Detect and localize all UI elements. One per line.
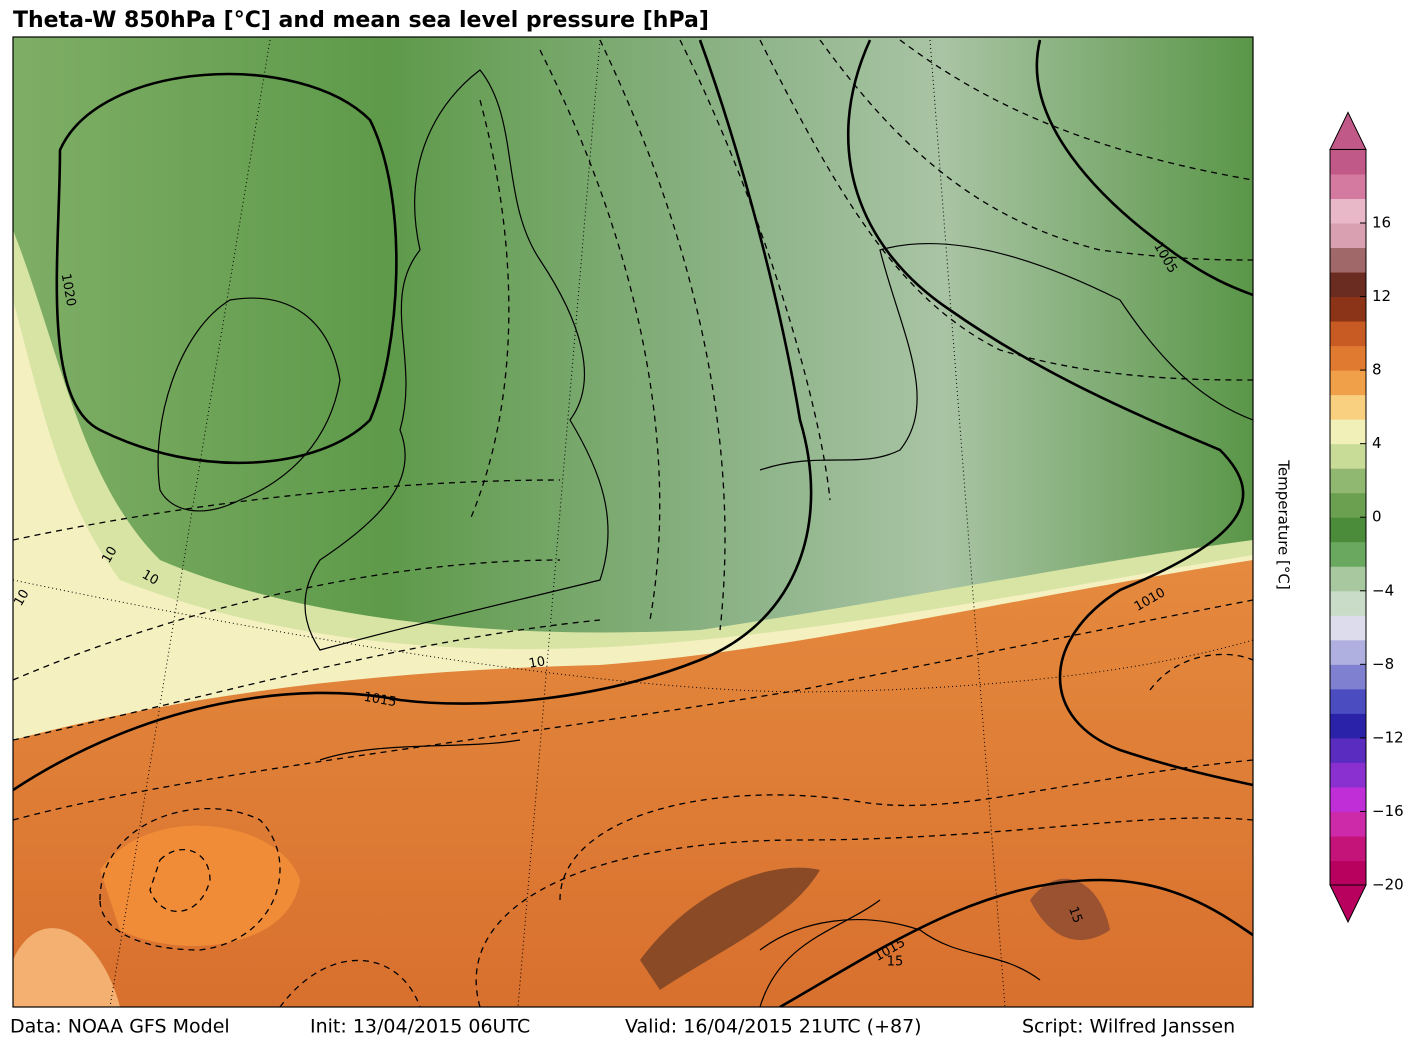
colorbar-swatch bbox=[1330, 247, 1366, 273]
colorbar-tick-label: 8 bbox=[1372, 361, 1382, 379]
isobars-solid bbox=[13, 39, 1253, 1007]
colorbar-tick-label: 16 bbox=[1372, 214, 1391, 232]
contour-label: 10 bbox=[99, 544, 120, 566]
contour-label: 1015 bbox=[362, 690, 397, 711]
colorbar-tick-label: −16 bbox=[1372, 802, 1404, 820]
coastlines bbox=[157, 69, 1253, 1007]
colorbar-swatch bbox=[1330, 198, 1366, 224]
colorbar-swatch bbox=[1330, 762, 1366, 788]
colorbar-swatch bbox=[1330, 419, 1366, 445]
colorbar-swatch bbox=[1330, 811, 1366, 837]
colorbar-extend-low bbox=[1329, 884, 1367, 924]
colorbar-tick-label: −4 bbox=[1372, 581, 1394, 599]
colorbar-swatch bbox=[1330, 566, 1366, 592]
footer-init: Init: 13/04/2015 06UTC bbox=[310, 1016, 530, 1038]
hot-blob bbox=[1030, 878, 1110, 940]
colorbar-swatch bbox=[1330, 786, 1366, 812]
map-title: Theta-W 850hPa [°C] and mean sea level p… bbox=[13, 8, 709, 33]
graticule bbox=[13, 39, 1253, 1007]
colorbar-tick-label: −12 bbox=[1372, 728, 1404, 746]
colorbar-tick-label: 4 bbox=[1372, 434, 1382, 452]
colorbar-swatch bbox=[1330, 173, 1366, 199]
colorbar-swatch bbox=[1330, 835, 1366, 861]
colorbar-swatch bbox=[1330, 149, 1366, 175]
colorbar-extend-high bbox=[1329, 111, 1367, 150]
warm-blob bbox=[13, 928, 120, 1007]
colorbar-swatch bbox=[1330, 737, 1366, 763]
colorbar-swatch bbox=[1330, 345, 1366, 371]
colorbar-swatch bbox=[1330, 713, 1366, 739]
colorbar-swatch bbox=[1330, 541, 1366, 567]
contour-label: 15 bbox=[887, 955, 904, 970]
colorbar-swatch bbox=[1330, 590, 1366, 616]
footer-data: Data: NOAA GFS Model bbox=[10, 1016, 230, 1038]
colorbar-swatch bbox=[1330, 517, 1366, 543]
isobars-dashed bbox=[13, 39, 1253, 1007]
colorbar-swatch bbox=[1330, 492, 1366, 518]
footer-script: Script: Wilfred Janssen bbox=[1022, 1016, 1235, 1038]
colorbar-tick-label: −20 bbox=[1372, 876, 1404, 894]
colorbar-swatch bbox=[1330, 860, 1366, 886]
hot-blob bbox=[640, 867, 820, 990]
colorbar-label: Temperature [°C] bbox=[1275, 459, 1293, 589]
colorbar-tick-label: 0 bbox=[1372, 508, 1382, 526]
contour-label: 15 bbox=[1065, 905, 1085, 926]
colorbar-swatch bbox=[1330, 321, 1366, 347]
colorbar-tick-label: 12 bbox=[1372, 287, 1391, 305]
colorbar-tick-label: −8 bbox=[1372, 655, 1394, 673]
map-frame bbox=[12, 36, 1254, 1008]
colorbar-swatch bbox=[1330, 443, 1366, 469]
contour-label: 10 bbox=[139, 567, 161, 588]
contour-label: 1020 bbox=[58, 272, 79, 307]
colorbar-swatch bbox=[1330, 688, 1366, 714]
colorbar-swatch bbox=[1330, 272, 1366, 298]
colorbar-swatch bbox=[1330, 468, 1366, 494]
colorbar-swatch bbox=[1330, 664, 1366, 690]
colorbar: −20 −16 −12 −8 −4 0 4 8 12 16 bbox=[1329, 111, 1404, 924]
warm-blob bbox=[100, 825, 300, 946]
colorbar-swatch bbox=[1330, 639, 1366, 665]
colorbar-swatch bbox=[1330, 370, 1366, 396]
warm-sector bbox=[13, 560, 1253, 1007]
colorbar-swatch bbox=[1330, 296, 1366, 322]
footer-valid: Valid: 16/04/2015 21UTC (+87) bbox=[625, 1016, 922, 1038]
colorbar-swatch bbox=[1330, 615, 1366, 641]
colorbar-swatch bbox=[1330, 223, 1366, 249]
colorbar-swatch bbox=[1330, 394, 1366, 420]
contour-label: 10 bbox=[528, 654, 547, 672]
